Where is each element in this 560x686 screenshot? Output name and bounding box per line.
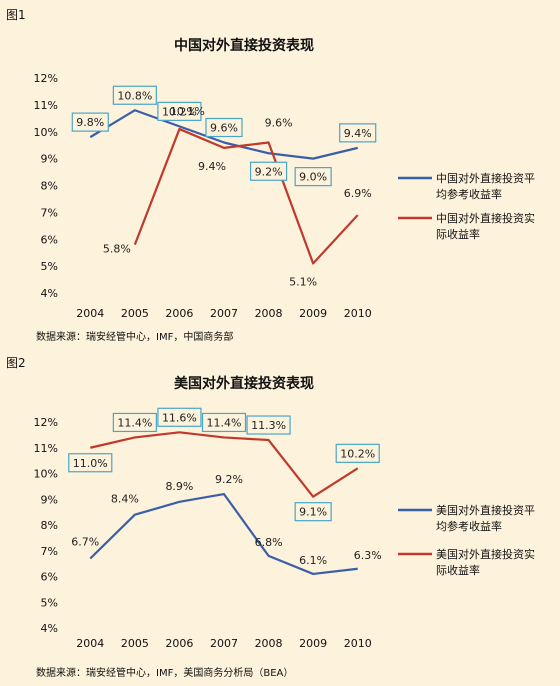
chart-1: 中国对外直接投资表现 4% 5% 6% 7% 8% 9% 10% 11% 12% 2004 2005 2…	[34, 37, 535, 320]
figure-1-label: 图1	[6, 8, 26, 22]
data-label: 9.8%	[76, 116, 104, 129]
data-label-box	[157, 407, 202, 427]
data-label: 10.1%	[170, 105, 205, 118]
y-tick-label: 8%	[41, 519, 58, 532]
data-label-box	[249, 161, 288, 181]
y-tick-label: 5%	[41, 596, 58, 609]
y-tick-label: 6%	[41, 571, 58, 584]
y-tick-label: 12%	[34, 416, 58, 429]
series-line	[89, 109, 358, 160]
data-label: 9.4%	[344, 127, 372, 140]
data-label: 11.0%	[73, 457, 108, 470]
data-label-box	[205, 117, 243, 138]
x-tick-label: 2007	[210, 307, 238, 320]
data-label-box	[335, 443, 380, 463]
data-label-box	[294, 502, 332, 522]
legend-label: 际收益率	[436, 563, 480, 577]
x-tick-label: 2007	[210, 637, 238, 650]
data-label-box	[339, 123, 377, 143]
y-tick-label: 10%	[34, 468, 58, 481]
data-label-box	[246, 415, 291, 435]
data-label: 9.1%	[299, 506, 327, 519]
y-tick-label: 5%	[41, 260, 58, 273]
data-label-box	[201, 412, 247, 433]
data-label: 11.4%	[207, 416, 242, 429]
x-tick-label: 2006	[165, 637, 193, 650]
data-label: 9.6%	[265, 117, 293, 130]
data-label: 5.8%	[103, 243, 131, 256]
data-label-box	[112, 85, 157, 105]
data-label: 6.8%	[255, 536, 283, 549]
y-tick-label: 11%	[34, 442, 58, 455]
legend-label: 际收益率	[436, 227, 480, 241]
series-line	[89, 492, 358, 576]
x-tick-label: 2004	[76, 637, 104, 650]
legend-label: 美国对外直接投资实	[436, 547, 535, 561]
y-tick-label: 9%	[41, 493, 58, 506]
data-label-box	[112, 412, 157, 433]
x-tick-label: 2010	[344, 637, 372, 650]
data-label: 9.6%	[210, 122, 238, 135]
data-label-box	[294, 167, 332, 187]
data-label: 9.2%	[215, 473, 243, 486]
legend-label: 均参考收益率	[436, 187, 502, 201]
data-label: 5.1%	[289, 275, 317, 288]
figure-2-label: 图2	[6, 356, 26, 370]
data-label: 11.3%	[251, 419, 286, 432]
data-label: 9.2%	[255, 165, 283, 178]
data-label: 8.9%	[165, 480, 193, 493]
data-label: 9.4%	[198, 160, 226, 173]
x-tick-label: 2008	[255, 307, 283, 320]
data-label: 10.2%	[162, 105, 197, 118]
series-line	[90, 431, 359, 498]
legend-label: 美国对外直接投资平	[436, 503, 535, 517]
x-tick-label: 2010	[344, 307, 372, 320]
figure-1-source: 数据来源：瑞安经管中心，IMF，中国商务部	[36, 332, 234, 343]
y-tick-label: 8%	[41, 180, 58, 193]
chart-title: 中国对外直接投资表现	[174, 37, 314, 54]
data-label: 6.3%	[354, 549, 382, 562]
data-label: 10.2%	[340, 447, 375, 460]
data-label: 10.8%	[117, 89, 152, 102]
data-label: 11.6%	[162, 411, 197, 424]
x-tick-label: 2008	[255, 637, 283, 650]
data-label-box	[68, 453, 113, 473]
x-tick-label: 2009	[299, 307, 327, 320]
data-label: 6.7%	[71, 535, 99, 548]
y-tick-label: 6%	[41, 233, 58, 246]
legend-label: 中国对外直接投资平	[436, 171, 535, 185]
y-tick-label: 11%	[34, 99, 58, 112]
y-tick-label: 9%	[41, 153, 58, 166]
y-tick-label: 4%	[41, 622, 58, 635]
data-label-box	[157, 101, 202, 121]
chart-title: 美国对外直接投资表现	[174, 375, 314, 392]
legend-label: 中国对外直接投资实	[436, 211, 535, 225]
y-tick-label: 7%	[41, 206, 58, 219]
chart-2: 美国对外直接投资表现 4% 5% 6% 7% 8% 9% 10% 11% 12% 2004 2005 2…	[34, 375, 535, 650]
legend-label: 均参考收益率	[436, 519, 502, 533]
x-tick-label: 2004	[76, 307, 104, 320]
x-tick-label: 2009	[299, 637, 327, 650]
x-tick-label: 2005	[121, 307, 149, 320]
data-label: 6.1%	[299, 554, 327, 567]
y-tick-label: 12%	[34, 72, 58, 85]
y-tick-label: 4%	[41, 287, 58, 300]
data-label: 8.4%	[111, 493, 139, 506]
y-tick-label: 7%	[41, 545, 58, 558]
data-label: 6.9%	[344, 187, 372, 200]
data-label: 11.4%	[117, 416, 152, 429]
data-label-box	[71, 112, 109, 132]
x-tick-label: 2006	[165, 307, 193, 320]
figure-2-source: 数据来源：瑞安经管中心，IMF，美国商务分析局（BEA）	[36, 668, 294, 679]
data-label: 9.0%	[299, 171, 327, 184]
x-tick-label: 2005	[121, 637, 149, 650]
y-tick-label: 10%	[34, 126, 58, 139]
series-line	[133, 127, 359, 265]
